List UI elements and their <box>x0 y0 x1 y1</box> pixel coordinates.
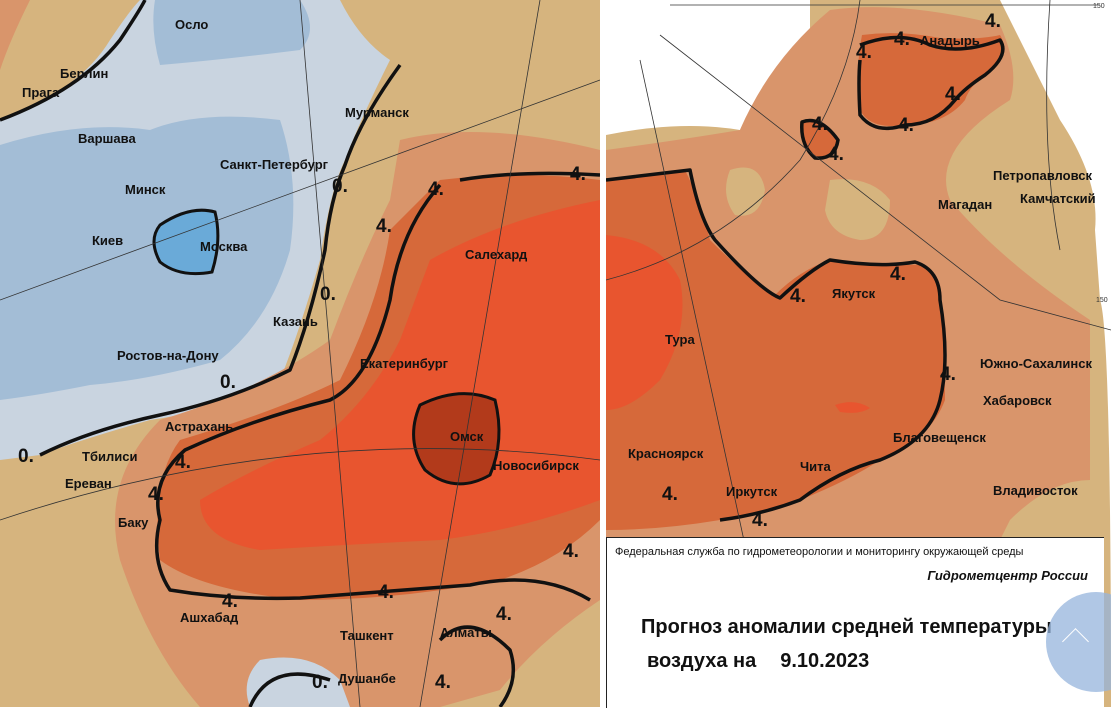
region-above-8 <box>412 392 501 486</box>
svg-text:Прага: Прага <box>22 85 60 100</box>
svg-text:Берлин: Берлин <box>60 66 108 81</box>
svg-text:0.: 0. <box>312 672 328 693</box>
graticule <box>0 0 601 707</box>
svg-text:Хабаровск: Хабаровск <box>983 393 1052 408</box>
region-6-8 <box>200 200 600 550</box>
region-6-8-right <box>606 235 683 410</box>
svg-text:Санкт-Петербург: Санкт-Петербург <box>220 157 329 172</box>
svg-text:Благовещенск: Благовещенск <box>893 430 986 445</box>
svg-text:Чита: Чита <box>800 459 831 474</box>
svg-text:4.: 4. <box>890 264 906 285</box>
svg-text:Душанбе: Душанбе <box>338 671 396 686</box>
svg-text:Ереван: Ереван <box>65 476 112 491</box>
region-below-0 <box>0 116 294 401</box>
svg-text:4.: 4. <box>856 42 872 63</box>
svg-text:Новосибирск: Новосибирск <box>493 458 579 473</box>
svg-text:4.: 4. <box>790 286 806 307</box>
svg-text:Мурманск: Мурманск <box>345 105 409 120</box>
svg-text:Алматы: Алматы <box>440 625 492 640</box>
grid-label: 150 <box>1093 3 1105 10</box>
svg-text:Киев: Киев <box>92 233 123 248</box>
svg-text:4.: 4. <box>435 672 451 693</box>
region-2-4 <box>0 0 30 70</box>
svg-text:Южно-Сахалинск: Южно-Сахалинск <box>980 356 1092 371</box>
svg-text:Казань: Казань <box>273 314 318 329</box>
svg-text:Баку: Баку <box>118 515 149 530</box>
svg-text:4.: 4. <box>828 144 844 165</box>
svg-text:Астрахань: Астрахань <box>165 419 233 434</box>
svg-text:Варшава: Варшава <box>78 131 136 146</box>
svg-text:4.: 4. <box>376 216 392 237</box>
isoline-0-south <box>248 672 331 707</box>
left-map-panel: 0. 0. 0. 0. 0. 4. 4. 4. 4. 4. 4. 4. 4. 4… <box>0 0 601 707</box>
svg-text:Камчатский: Камчатский <box>1020 191 1096 206</box>
svg-text:Тбилиси: Тбилиси <box>82 449 137 464</box>
svg-text:Красноярск: Красноярск <box>628 446 704 461</box>
svg-text:4.: 4. <box>378 582 394 603</box>
svg-text:4.: 4. <box>175 452 191 473</box>
city-labels-left: Осло Берлин Прага Варшава Санкт-Петербур… <box>22 17 579 686</box>
svg-text:4.: 4. <box>148 484 164 505</box>
svg-text:Иркутск: Иркутск <box>726 484 778 499</box>
svg-text:Минск: Минск <box>125 182 166 197</box>
chevron-up-icon <box>1062 628 1089 655</box>
svg-text:Ашхабад: Ашхабад <box>180 610 239 625</box>
svg-text:4.: 4. <box>496 604 512 625</box>
svg-text:4.: 4. <box>428 179 444 200</box>
isoline-0-west <box>0 0 147 122</box>
svg-text:Якутск: Якутск <box>832 286 876 301</box>
svg-text:4.: 4. <box>563 541 579 562</box>
svg-text:4.: 4. <box>752 510 768 531</box>
svg-text:4.: 4. <box>894 29 910 50</box>
region-below-0-north <box>153 0 310 65</box>
agency-name: Федеральная служба по гидрометеорологии … <box>615 546 1024 558</box>
isoline-4-right <box>605 168 947 522</box>
svg-text:Ташкент: Ташкент <box>340 628 394 643</box>
svg-text:Владивосток: Владивосток <box>993 483 1078 498</box>
panel-divider <box>600 0 606 707</box>
isoline-0-east <box>39 63 402 457</box>
map-title-line1: Прогноз аномалии средней температуры <box>641 616 1052 638</box>
svg-text:4.: 4. <box>898 115 914 136</box>
graticule-right <box>605 0 1111 707</box>
svg-text:4.: 4. <box>812 114 828 135</box>
svg-text:Омск: Омск <box>450 429 484 444</box>
isoline-labels-left: 0. 0. 0. 0. 0. 4. 4. 4. 4. 4. 4. 4. 4. 4… <box>18 164 586 693</box>
svg-text:4.: 4. <box>985 11 1001 32</box>
legend-panel: Федеральная служба по гидрометеорологии … <box>606 537 1104 708</box>
svg-text:4.: 4. <box>570 164 586 185</box>
svg-text:4.: 4. <box>945 84 961 105</box>
svg-text:Ростов-на-Дону: Ростов-на-Дону <box>117 348 219 363</box>
map-title-line2: воздуха на 9.10.2023 <box>647 650 869 673</box>
svg-text:0.: 0. <box>220 372 236 393</box>
svg-text:Москва: Москва <box>200 239 248 254</box>
svg-text:0.: 0. <box>18 446 34 467</box>
region-4-6-right <box>606 170 945 530</box>
svg-text:Тура: Тура <box>665 332 695 347</box>
svg-text:0.: 0. <box>320 284 336 305</box>
svg-text:Анадырь: Анадырь <box>920 33 980 48</box>
isoline-4-chukotka <box>857 35 1005 131</box>
svg-text:Екатеринбург: Екатеринбург <box>360 356 449 371</box>
region-below-0-south <box>246 657 350 707</box>
svg-text:4.: 4. <box>222 591 238 612</box>
isoline-4-south <box>438 625 516 707</box>
svg-text:Петропавловск: Петропавловск <box>993 168 1092 183</box>
region-4-6-chukotka <box>857 33 1004 127</box>
city-labels-right: Анадырь Петропавловск Камчатский Магадан… <box>628 33 1096 499</box>
isoline-labels-right: 4. 4. 4. 4. 4. 4. 4. 4. 4. 4. 4. 4. <box>662 11 1001 531</box>
center-name: Гидрометцентр России <box>927 568 1088 583</box>
forecast-date: 9.10.2023 <box>780 650 870 672</box>
isoline-4 <box>154 171 601 602</box>
grid-label: 150 <box>1096 297 1108 304</box>
map-title-prefix: воздуха на <box>647 650 757 672</box>
svg-text:Магадан: Магадан <box>938 197 992 212</box>
svg-text:Салехард: Салехард <box>465 247 528 262</box>
svg-text:0.: 0. <box>332 176 348 197</box>
svg-text:4.: 4. <box>662 484 678 505</box>
svg-text:Осло: Осло <box>175 17 208 32</box>
svg-text:4.: 4. <box>940 364 956 385</box>
